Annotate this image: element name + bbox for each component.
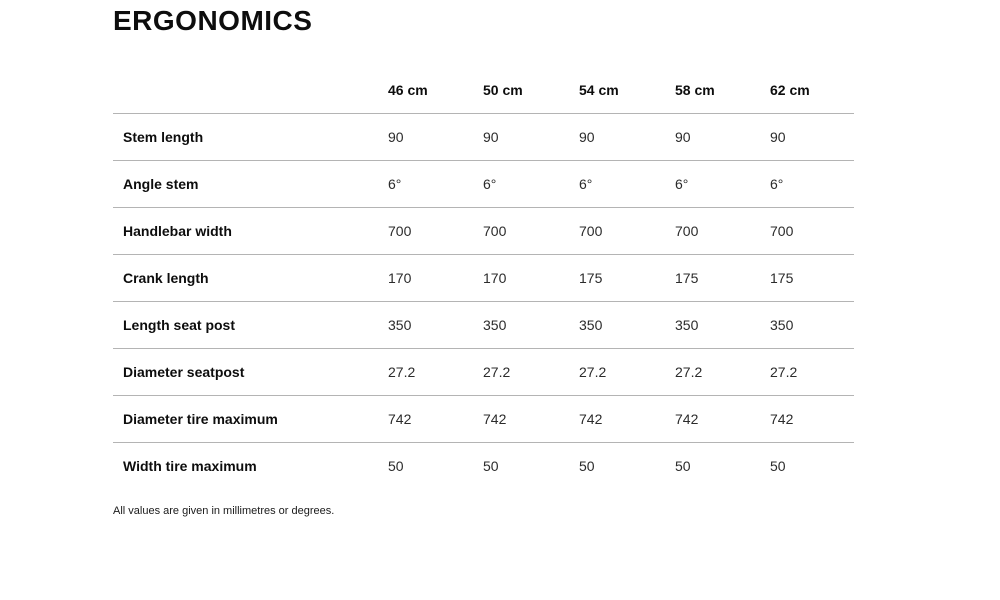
- table-row: Width tire maximum 50 50 50 50 50: [113, 442, 854, 489]
- cell-value: 175: [675, 254, 770, 302]
- row-label: Diameter tire maximum: [113, 395, 388, 443]
- cell-value: 700: [579, 207, 675, 255]
- table-row: Stem length 90 90 90 90 90: [113, 113, 854, 161]
- cell-value: 742: [579, 395, 675, 443]
- cell-value: 90: [483, 113, 579, 161]
- page-title: ERGONOMICS: [113, 5, 313, 36]
- row-label: Angle stem: [113, 160, 388, 208]
- column-header-46cm: 46 cm: [388, 75, 483, 114]
- cell-value: 350: [388, 301, 483, 349]
- cell-value: 50: [483, 457, 499, 474]
- cell-value: 27.2: [579, 348, 675, 396]
- footnote: All values are given in millimetres or d…: [113, 505, 335, 517]
- cell-value: 350: [579, 301, 675, 349]
- column-header-62cm: 62 cm: [770, 75, 854, 114]
- cell-value: 742: [675, 395, 770, 443]
- row-label: Diameter seatpost: [113, 348, 388, 396]
- table-row: Diameter seatpost 27.2 27.2 27.2 27.2 27.2: [113, 348, 854, 396]
- cell-value: 175: [579, 254, 675, 302]
- cell-value: 50: [388, 457, 404, 474]
- row-label: Width tire maximum: [123, 457, 257, 474]
- cell-value: 50: [579, 457, 595, 474]
- cell-value: 700: [675, 207, 770, 255]
- column-header-58cm: 58 cm: [675, 75, 770, 114]
- cell-value: 742: [388, 395, 483, 443]
- table-header-row: 46 cm 50 cm 54 cm 58 cm 62 cm: [113, 75, 854, 114]
- cell-value: 90: [770, 113, 854, 161]
- table-row: Crank length 170 170 175 175 175: [113, 254, 854, 302]
- cell-value: 700: [388, 207, 483, 255]
- cell-value: 50: [770, 457, 786, 474]
- row-label: Crank length: [113, 254, 388, 302]
- cell-value: 90: [675, 113, 770, 161]
- cell-value: 6°: [770, 160, 854, 208]
- row-label: Length seat post: [113, 301, 388, 349]
- cell-value: 90: [579, 113, 675, 161]
- cell-value: 6°: [388, 160, 483, 208]
- cell-value: 175: [770, 254, 854, 302]
- cell-value: 350: [675, 301, 770, 349]
- cell-value: 6°: [483, 160, 579, 208]
- cell-value: 6°: [675, 160, 770, 208]
- cell-value: 27.2: [483, 348, 579, 396]
- row-label: Stem length: [113, 113, 388, 161]
- cell-value: 742: [483, 395, 579, 443]
- ergonomics-table: 46 cm 50 cm 54 cm 58 cm 62 cm Stem lengt…: [113, 75, 854, 489]
- row-label: Handlebar width: [113, 207, 388, 255]
- table-row: Diameter tire maximum 742 742 742 742 742: [113, 395, 854, 443]
- cell-value: 350: [483, 301, 579, 349]
- table-row: Angle stem 6° 6° 6° 6° 6°: [113, 160, 854, 208]
- cell-value: 27.2: [675, 348, 770, 396]
- column-header-50cm: 50 cm: [483, 75, 579, 114]
- cell-value: 700: [770, 207, 854, 255]
- cell-value: 170: [388, 254, 483, 302]
- cell-value: 170: [483, 254, 579, 302]
- cell-value: 350: [770, 301, 854, 349]
- cell-value: 90: [388, 113, 483, 161]
- cell-value: 27.2: [388, 348, 483, 396]
- table-body: Stem length 90 90 90 90 90 Angle stem 6° 6° 6° 6° 6…: [113, 113, 854, 489]
- table-row: Length seat post 350 350 350 350 350: [113, 301, 854, 349]
- cell-value: 50: [675, 457, 691, 474]
- cell-value: 6°: [579, 160, 675, 208]
- cell-value: 700: [483, 207, 579, 255]
- column-header-54cm: 54 cm: [579, 75, 675, 114]
- cell-value: 27.2: [770, 348, 854, 396]
- cell-value: 742: [770, 395, 854, 443]
- column-header-spacer: [113, 75, 388, 114]
- table-row: Handlebar width 700 700 700 700 700: [113, 207, 854, 255]
